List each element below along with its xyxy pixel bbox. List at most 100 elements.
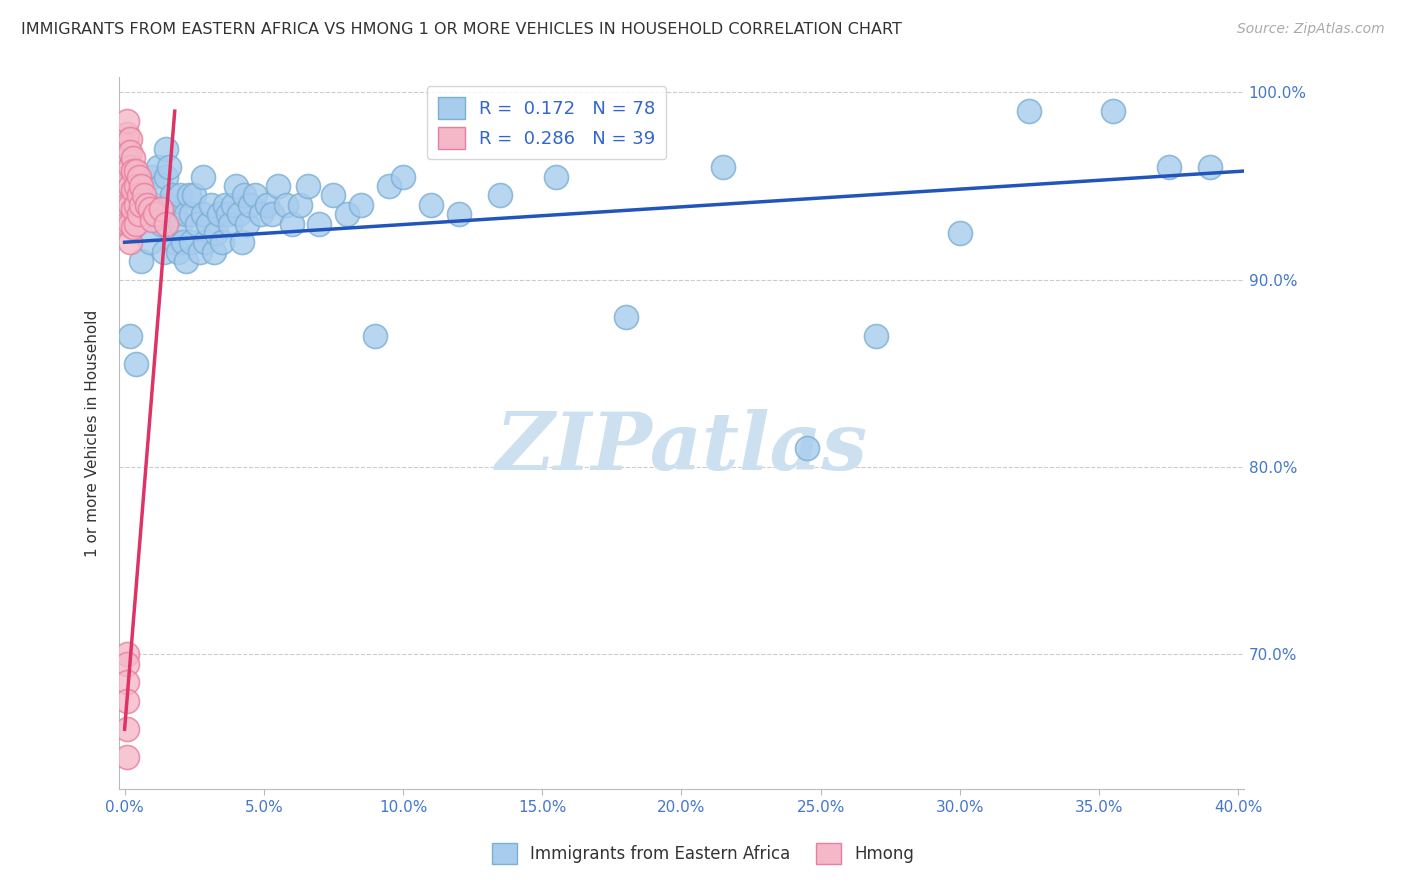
Point [350,198,373,212]
Point [155,169,177,184]
Point [135,198,157,212]
Point [146,161,169,175]
Point [228,207,250,221]
Point [157,161,180,175]
Point [233,188,256,202]
Point [132,188,155,202]
Point [120,145,142,160]
Point [163,207,186,221]
Point [117,169,139,184]
Point [796,442,818,456]
Point [1102,104,1125,119]
Point [131,254,153,268]
Point [214,198,236,212]
Point [122,183,145,197]
Point [614,310,637,325]
Point [141,169,163,184]
Point [174,207,197,221]
Point [222,198,245,212]
Point [128,188,150,202]
Point [157,198,180,212]
Point [177,188,200,202]
Point [392,169,415,184]
Point [322,188,344,202]
Point [160,188,183,202]
Point [949,226,972,240]
Point [169,188,191,202]
Point [336,207,359,221]
Point [143,207,166,221]
Point [239,198,262,212]
Point [546,169,568,184]
Point [122,220,145,235]
Point [202,244,225,259]
Point [378,179,401,194]
Point [155,217,177,231]
Point [117,145,139,160]
Point [205,226,228,240]
Point [166,244,188,259]
Point [174,254,197,268]
Text: Source: ZipAtlas.com: Source: ZipAtlas.com [1237,22,1385,37]
Point [117,675,139,690]
Point [143,198,166,212]
Point [236,217,259,231]
Point [191,207,214,221]
Point [208,207,231,221]
Point [117,132,139,146]
Point [194,235,217,250]
Point [245,188,267,202]
Point [200,198,222,212]
Point [308,217,330,231]
Point [138,202,160,216]
Point [489,188,512,202]
Point [191,169,214,184]
Point [267,179,290,194]
Point [155,142,177,156]
Point [131,198,153,212]
Point [117,723,139,737]
Point [117,161,139,175]
Point [297,179,319,194]
Point [117,113,139,128]
Point [125,164,148,178]
Point [117,750,139,764]
Point [125,198,148,212]
Y-axis label: 1 or more Vehicles in Household: 1 or more Vehicles in Household [86,310,100,557]
Point [120,179,142,194]
Point [125,179,148,194]
Point [419,198,441,212]
Point [117,127,139,141]
Point [711,161,734,175]
Point [274,198,297,212]
Point [122,151,145,165]
Text: IMMIGRANTS FROM EASTERN AFRICA VS HMONG 1 OR MORE VEHICLES IN HOUSEHOLD CORRELAT: IMMIGRANTS FROM EASTERN AFRICA VS HMONG … [21,22,903,37]
Point [131,179,153,194]
Point [122,164,145,178]
Point [172,235,194,250]
Point [180,207,202,221]
Point [865,329,887,343]
Point [117,188,139,202]
Legend: Immigrants from Eastern Africa, Hmong: Immigrants from Eastern Africa, Hmong [485,837,921,871]
Point [117,207,139,221]
Point [125,217,148,231]
Point [120,198,142,212]
Point [256,198,278,212]
Point [211,235,233,250]
Point [149,217,172,231]
Point [163,235,186,250]
Point [117,657,139,671]
Point [120,132,142,146]
Point [141,212,163,227]
Text: ZIPatlas: ZIPatlas [495,409,868,486]
Point [117,694,139,708]
Point [120,235,142,250]
Point [288,198,311,212]
Point [197,217,219,231]
Point [120,329,142,343]
Point [117,198,139,212]
Point [120,161,142,175]
Point [128,169,150,184]
Point [117,217,139,231]
